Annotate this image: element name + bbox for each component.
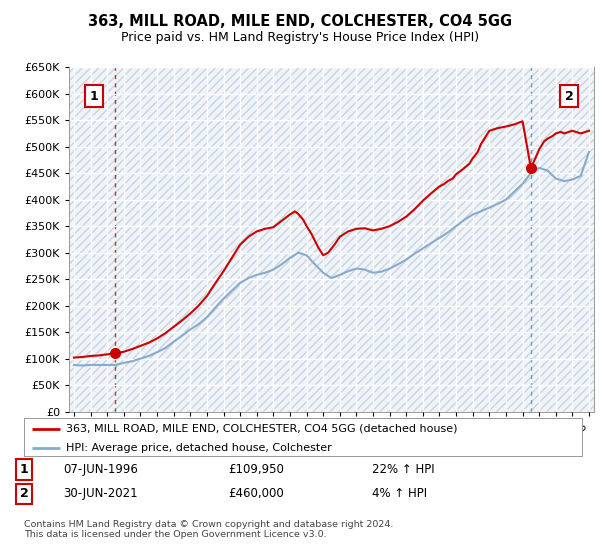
Text: 07-JUN-1996: 07-JUN-1996: [63, 463, 138, 476]
Text: 363, MILL ROAD, MILE END, COLCHESTER, CO4 5GG (detached house): 363, MILL ROAD, MILE END, COLCHESTER, CO…: [66, 424, 457, 434]
Text: HPI: Average price, detached house, Colchester: HPI: Average price, detached house, Colc…: [66, 443, 332, 453]
Text: £460,000: £460,000: [228, 487, 284, 501]
Text: 1: 1: [89, 90, 98, 103]
Text: 2: 2: [565, 90, 574, 103]
Text: Price paid vs. HM Land Registry's House Price Index (HPI): Price paid vs. HM Land Registry's House …: [121, 31, 479, 44]
Text: 2: 2: [20, 487, 28, 501]
Text: 22% ↑ HPI: 22% ↑ HPI: [372, 463, 434, 476]
Text: 30-JUN-2021: 30-JUN-2021: [63, 487, 137, 501]
Text: Contains HM Land Registry data © Crown copyright and database right 2024.
This d: Contains HM Land Registry data © Crown c…: [24, 520, 394, 539]
Text: 1: 1: [20, 463, 28, 476]
Text: 4% ↑ HPI: 4% ↑ HPI: [372, 487, 427, 501]
Text: 363, MILL ROAD, MILE END, COLCHESTER, CO4 5GG: 363, MILL ROAD, MILE END, COLCHESTER, CO…: [88, 14, 512, 29]
Text: £109,950: £109,950: [228, 463, 284, 476]
